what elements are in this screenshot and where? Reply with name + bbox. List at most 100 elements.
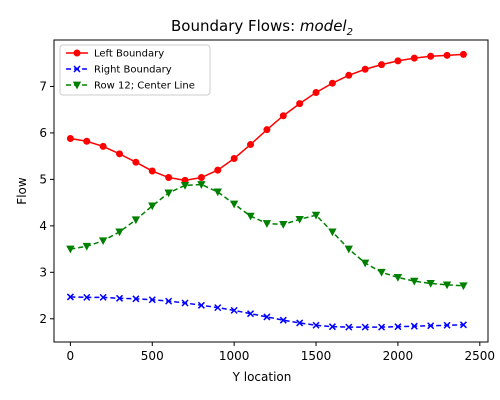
data-point-stroke-b — [443, 321, 451, 329]
y-tick-label: 2 — [39, 312, 47, 326]
data-point — [377, 268, 386, 277]
x-tick-label: 2500 — [465, 349, 496, 363]
series-3 — [66, 181, 468, 291]
data-point — [132, 295, 140, 303]
data-point — [394, 57, 402, 65]
data-point — [459, 321, 467, 329]
legend-marker — [73, 49, 81, 57]
series-2 — [66, 293, 467, 331]
data-point — [247, 141, 255, 149]
data-point — [459, 282, 468, 291]
legend-marker — [73, 65, 81, 73]
data-point-stroke-b — [296, 319, 304, 327]
data-point-stroke-b — [246, 310, 255, 318]
data-point — [197, 174, 205, 182]
data-point-stroke-b — [115, 294, 124, 302]
y-tick-label: 6 — [39, 126, 47, 140]
data-point-stroke-b — [230, 306, 238, 314]
data-point — [99, 142, 107, 150]
data-point — [295, 215, 304, 224]
data-point — [181, 299, 189, 307]
data-point — [443, 51, 451, 59]
data-point — [328, 323, 336, 331]
data-point — [410, 322, 418, 330]
data-point — [378, 323, 386, 331]
y-tick-label: 4 — [39, 219, 47, 233]
data-point — [115, 294, 124, 302]
series-1 — [66, 50, 467, 184]
x-tick-label: 1000 — [219, 349, 250, 363]
data-point — [214, 166, 222, 174]
data-point — [213, 188, 222, 197]
y-axis-label: Flow — [15, 177, 29, 205]
data-point-stroke-b — [148, 296, 156, 304]
data-point-stroke-b — [345, 323, 353, 331]
data-point — [312, 321, 320, 329]
data-point — [116, 150, 124, 158]
data-point — [328, 228, 337, 237]
data-point-stroke-b — [263, 313, 271, 321]
plot-area-frame — [53, 39, 489, 343]
data-point — [427, 322, 435, 330]
data-point — [442, 281, 452, 290]
data-point-stroke-b — [132, 295, 140, 303]
data-point — [214, 304, 222, 312]
data-point — [165, 297, 173, 305]
data-point — [296, 319, 304, 327]
data-point — [131, 216, 141, 225]
data-point — [344, 245, 353, 254]
data-point — [165, 174, 173, 182]
data-point-stroke-b — [66, 293, 74, 301]
legend: Left Boundary Right Boundary Row 12; Cente… — [59, 44, 211, 96]
x-tick-label: 0 — [67, 349, 75, 363]
data-point — [230, 154, 238, 162]
legend-marker — [72, 81, 82, 90]
data-point-stroke-b — [83, 293, 91, 301]
data-point — [66, 245, 75, 254]
data-point — [82, 242, 91, 251]
data-point — [443, 321, 451, 329]
data-point — [230, 306, 238, 314]
data-point — [66, 293, 74, 301]
data-point-stroke-b — [328, 323, 336, 331]
series-layer — [66, 50, 468, 331]
data-point — [279, 221, 288, 229]
legend-label: Right Boundary — [94, 65, 172, 76]
data-point — [328, 79, 336, 87]
y-tick-label: 5 — [39, 172, 47, 186]
data-point-stroke-b — [181, 299, 189, 307]
y-tick-label: 3 — [39, 265, 47, 279]
data-point — [246, 310, 255, 318]
data-point — [361, 259, 370, 268]
data-point — [393, 274, 403, 282]
data-point-stroke-b — [279, 316, 287, 324]
data-point — [263, 126, 271, 134]
data-point — [197, 181, 206, 189]
data-point — [115, 228, 124, 237]
data-point — [148, 296, 156, 304]
data-point-stroke-b — [197, 301, 205, 309]
data-point — [312, 89, 320, 97]
data-point — [345, 71, 353, 79]
legend-label: Row 12; Center Line — [94, 81, 195, 92]
data-point-stroke-b — [459, 321, 467, 329]
data-point-stroke-b — [410, 322, 418, 330]
data-point-stroke-b — [99, 293, 107, 301]
data-point-stroke-b — [214, 304, 222, 312]
data-point — [345, 323, 353, 331]
data-point — [426, 280, 435, 288]
data-point — [311, 211, 321, 220]
x-tick-label: 500 — [141, 349, 164, 363]
x-tick-label: 1500 — [301, 349, 332, 363]
data-point — [394, 323, 402, 331]
data-point — [410, 54, 418, 62]
legend-entry: Left Boundary — [66, 49, 164, 60]
data-point — [262, 220, 272, 228]
data-point — [427, 52, 435, 60]
data-point — [361, 65, 369, 73]
data-point-stroke-b — [427, 322, 435, 330]
x-axis-label: Y location — [232, 370, 292, 384]
y-tick-label: 7 — [39, 79, 47, 93]
data-point — [197, 301, 205, 309]
legend-frame — [59, 44, 211, 96]
